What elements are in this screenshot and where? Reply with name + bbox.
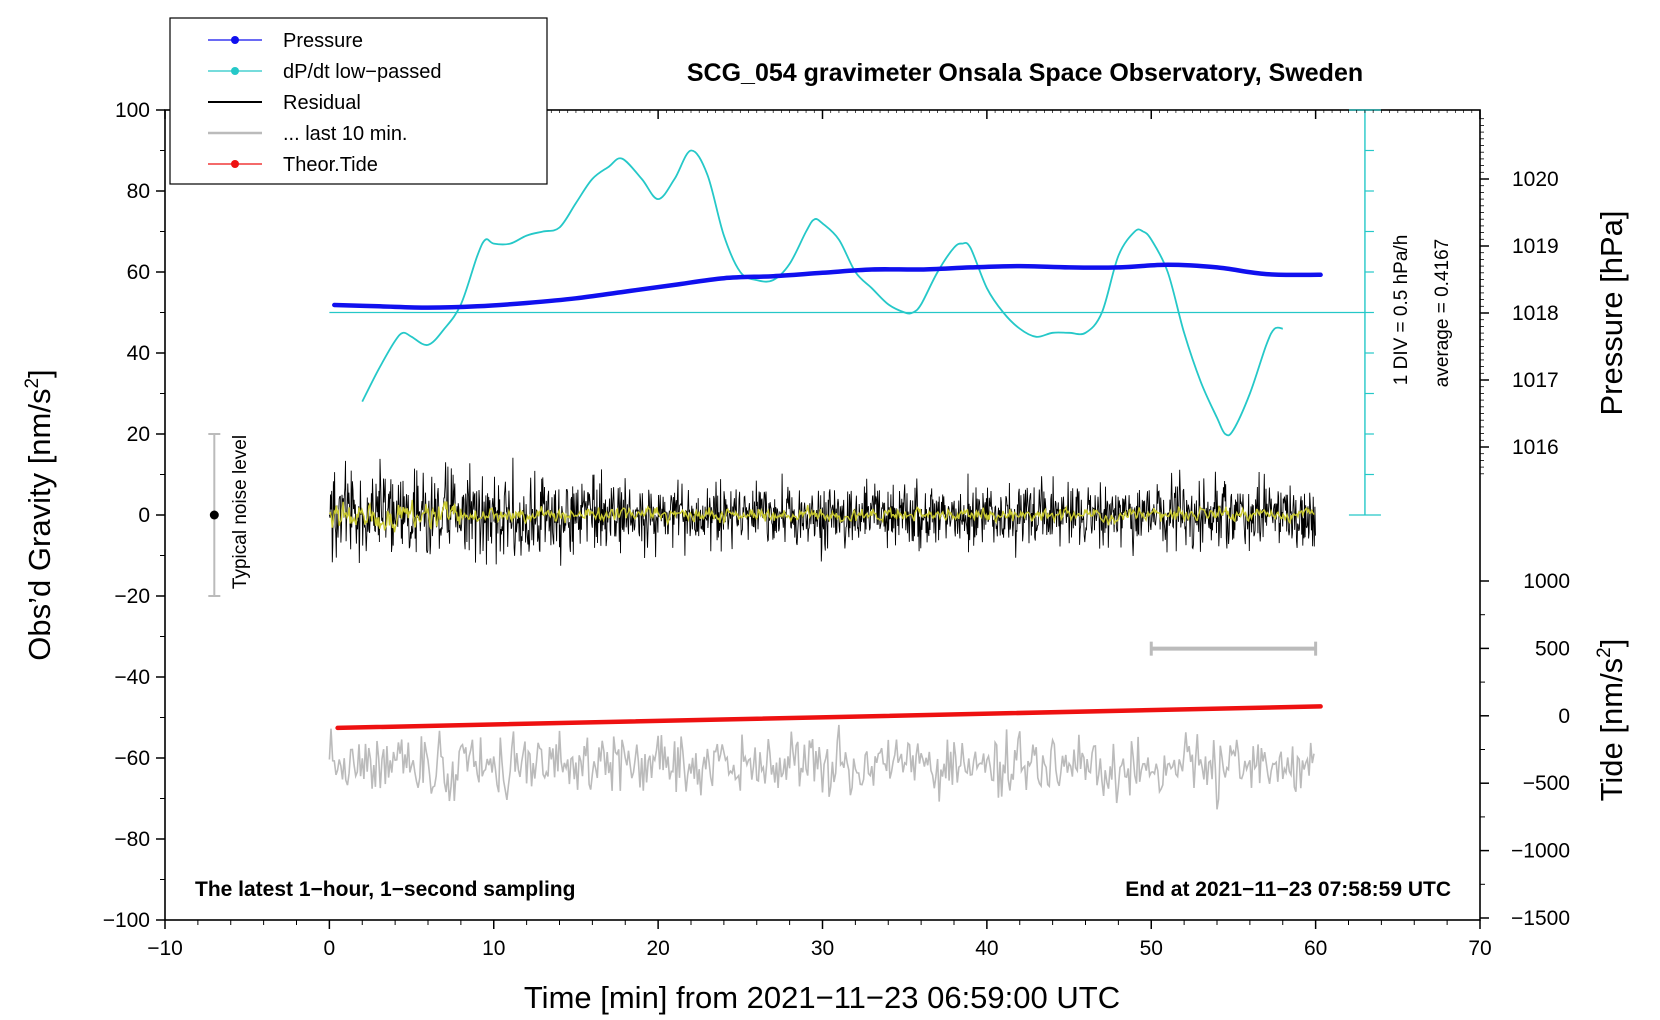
- footnote-left: The latest 1−hour, 1−second sampling: [195, 878, 575, 901]
- last-10-min-line: [328, 724, 1315, 810]
- residual-smoothed-series: [328, 499, 1315, 533]
- y-left-tick-label: 60: [127, 261, 150, 284]
- legend: Pressure dP/dt low−passed Residual ... l…: [169, 17, 548, 185]
- y-pressure-tick-label: 1016: [1512, 436, 1559, 459]
- legend-label-last10: ... last 10 min.: [283, 123, 408, 145]
- y-left-tick-label: 80: [127, 180, 150, 203]
- chart-title: SCG_054 gravimeter Onsala Space Observat…: [687, 59, 1363, 87]
- y-left-tick-label: −100: [103, 909, 150, 932]
- pressure-series: [332, 262, 1323, 310]
- tide-series: [335, 704, 1323, 731]
- y-left-tick-label: 20: [127, 423, 150, 446]
- legend-label-tide: Theor.Tide: [283, 154, 378, 176]
- x-tick-label: 30: [811, 937, 834, 960]
- legend-marker-dpdt: [231, 67, 239, 75]
- legend-label-residual: Residual: [283, 92, 361, 114]
- pressure-line: [332, 262, 1323, 310]
- noise-level-label: Typical noise level: [230, 435, 251, 589]
- x-tick-label: 10: [482, 937, 505, 960]
- residual-line: [328, 457, 1316, 566]
- x-tick-label: 0: [324, 937, 336, 960]
- x-tick-label: 70: [1468, 937, 1491, 960]
- y-left-tick-label: 40: [127, 342, 150, 365]
- y-pressure-tick-label: 1020: [1512, 168, 1559, 191]
- y-axis-left-title: Obs’d Gravity [nm/s2]: [22, 369, 57, 660]
- noise-bar-center: [209, 510, 219, 520]
- y-left-tick-label: 0: [138, 504, 150, 527]
- dpdt-line: [361, 149, 1283, 437]
- footnote-right: End at 2021−11−23 07:58:59 UTC: [1125, 878, 1451, 901]
- y-left-tick-label: −60: [114, 747, 150, 770]
- dpdt-series: [361, 149, 1283, 437]
- tide-line: [335, 704, 1323, 731]
- y-tide-tick-label: 500: [1535, 637, 1570, 660]
- x-tick-label: −10: [147, 937, 183, 960]
- y-tide-tick-label: 1000: [1523, 570, 1570, 593]
- legend-label-pressure: Pressure: [283, 30, 363, 52]
- x-tick-label: 60: [1304, 937, 1327, 960]
- y-pressure-tick-label: 1017: [1512, 369, 1559, 392]
- legend-marker-pressure: [231, 36, 239, 44]
- y-pressure-tick-label: 1019: [1512, 235, 1559, 258]
- y-tide-tick-label: −500: [1523, 772, 1570, 795]
- last-10-min-series: [328, 724, 1315, 810]
- x-tick-label: 20: [646, 937, 669, 960]
- residual-smoothed-line: [328, 499, 1315, 533]
- y-tide-tick-label: −1500: [1511, 907, 1570, 930]
- y-tide-tick-label: 0: [1558, 705, 1570, 728]
- axes-ticks: −10 0 10 20 30 40 50 60 70100806040200−20−40−60−…: [103, 99, 1570, 960]
- y-tide-tick-label: −1000: [1511, 840, 1570, 863]
- div-label: 1 DIV = 0.5 hPa/h: [1391, 235, 1412, 386]
- x-tick-label: 40: [975, 937, 998, 960]
- average-label: average = 0.4167: [1432, 239, 1453, 387]
- x-axis-title: Time [min] from 2021−11−23 06:59:00 UTC: [524, 980, 1120, 1015]
- y-left-tick-label: −20: [114, 585, 150, 608]
- residual-series: [328, 457, 1316, 566]
- x-tick-label: 50: [1140, 937, 1163, 960]
- annotation-marks: [208, 109, 1381, 656]
- y-left-tick-label: −80: [114, 828, 150, 851]
- y-left-tick-label: 100: [115, 99, 150, 122]
- y-axis-tide-title: Tide [nm/s2]: [1594, 639, 1629, 802]
- y-left-tick-label: −40: [114, 666, 150, 689]
- y-axis-pressure-title: Pressure [hPa]: [1594, 210, 1629, 415]
- legend-marker-tide: [231, 160, 239, 168]
- y-pressure-tick-label: 1018: [1512, 302, 1559, 325]
- legend-label-dpdt: dP/dt low−passed: [283, 61, 441, 83]
